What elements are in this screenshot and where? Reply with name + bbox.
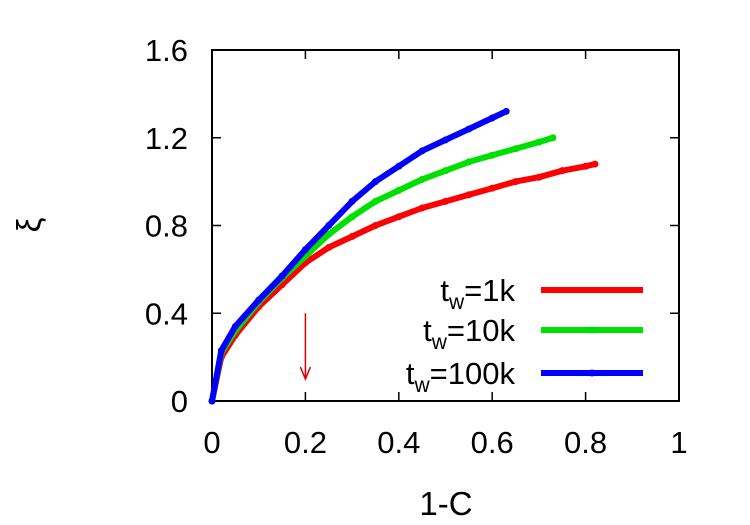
series-point-1 [348,213,356,221]
x-tick-label: 0.2 [284,425,327,460]
series-point-2 [442,136,449,144]
series-point-1 [395,186,403,194]
arrow-head [299,366,312,382]
series-point-2 [301,246,309,254]
legend-label-suffix: =1k [464,273,515,308]
series-point-2 [217,347,225,355]
legend-label-prefix: t [440,273,449,308]
legend-label-suffix: =10k [447,313,516,348]
legend-swatch-marker-1 [588,326,596,334]
x-tick-label: 0.6 [471,425,514,460]
y-tick-labels: 0 0.4 0.8 1.2 1.6 [145,33,188,419]
series-point-0 [582,162,590,170]
series-point-2 [278,272,286,280]
legend-label-2: tw=100k [406,356,516,397]
y-tick-label: 0.4 [145,296,188,331]
x-tick-label: 0 [203,425,220,460]
x-axis-label: 1-C [419,485,472,522]
y-tick-label: 1.2 [145,121,188,156]
series-point-2 [255,296,263,304]
legend-label-sub: w [414,374,431,397]
legend-label-1: tw=10k [423,313,515,354]
series-point-0 [465,191,473,199]
series-point-0 [418,204,426,212]
series-point-0 [371,222,379,229]
series-point-0 [591,160,599,168]
series-point-1 [535,138,543,146]
series-point-0 [488,184,496,192]
series-point-1 [418,175,426,183]
series-point-0 [535,173,543,181]
series-point-2 [465,125,473,133]
series-point-2 [348,197,356,205]
series-point-0 [348,232,356,240]
legend-label-0: tw=1k [440,273,515,314]
series-point-0 [325,243,333,251]
series-point-1 [488,151,496,159]
x-tick-label: 0.4 [377,425,420,460]
y-tick-label: 1.6 [145,33,188,68]
series-point-0 [512,178,520,186]
series-point-1 [512,145,520,153]
x-tick-label: 0.8 [564,425,607,460]
series-point-1 [442,167,449,175]
series-point-2 [371,178,379,186]
y-tick-label: 0 [171,384,188,419]
annotation-layer [299,313,312,382]
series-line-0 [209,161,598,404]
series-point-2 [488,114,496,122]
legend-swatch-marker-2 [588,369,596,377]
series-point-1 [325,230,333,238]
series-point-1 [465,158,473,166]
series-point-2 [395,162,403,170]
legend-label-sub: w [448,291,465,314]
series-point-2 [418,147,426,155]
series-point-0 [558,167,566,175]
series-point-1 [371,197,379,205]
series-point-1 [549,134,557,142]
series-point-0 [442,197,449,205]
y-tick-label: 0.8 [145,209,188,244]
series-point-2 [231,322,239,330]
legend-label-sub: w [431,331,448,354]
series-layer [208,107,599,405]
series-point-2 [208,397,216,405]
series-point-0 [395,213,403,221]
legend-label-prefix: t [423,313,432,348]
series-point-2 [502,107,510,115]
legend-label-prefix: t [406,356,415,391]
x-tick-labels: 0 0.2 0.4 0.6 0.8 1 [203,425,687,460]
legend-label-suffix: =100k [430,356,516,391]
y-axis-label: ξ [10,217,47,232]
series-point-2 [325,222,333,229]
x-tick-label: 1 [670,425,687,460]
